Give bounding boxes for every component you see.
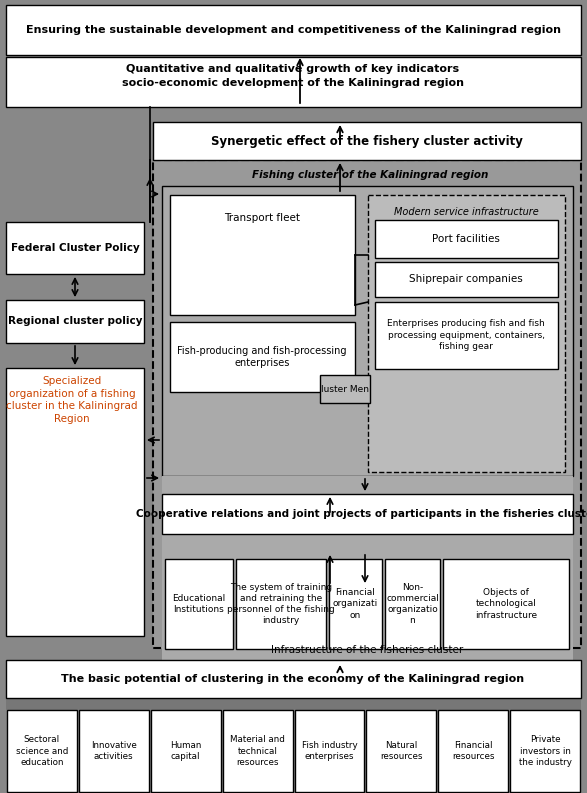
Bar <box>170 322 355 392</box>
Bar <box>438 710 508 792</box>
Bar <box>162 552 573 662</box>
Bar <box>443 559 569 649</box>
Bar <box>375 220 558 258</box>
Text: Ensuring the sustainable development and competitiveness of the Kaliningrad regi: Ensuring the sustainable development and… <box>25 25 561 35</box>
Bar <box>366 710 436 792</box>
Bar <box>6 107 581 122</box>
Text: Financial
resources: Financial resources <box>452 741 494 761</box>
Bar <box>236 559 326 649</box>
Bar <box>162 494 573 534</box>
Bar <box>162 534 573 552</box>
Bar <box>6 368 144 636</box>
Bar <box>222 710 292 792</box>
Bar <box>6 5 581 55</box>
Bar <box>510 710 580 792</box>
Text: Innovative
activities: Innovative activities <box>91 741 137 761</box>
Text: Federal Cluster Policy: Federal Cluster Policy <box>11 243 139 253</box>
Bar <box>153 122 581 160</box>
Bar <box>162 186 573 476</box>
Text: Synergetic effect of the fishery cluster activity: Synergetic effect of the fishery cluster… <box>211 135 523 147</box>
Bar <box>385 559 440 649</box>
Bar <box>151 710 221 792</box>
Text: Regional cluster policy: Regional cluster policy <box>8 316 142 326</box>
Bar <box>320 375 370 403</box>
Text: Human
capital: Human capital <box>170 741 201 761</box>
Text: Natural
resources: Natural resources <box>380 741 423 761</box>
Text: Fish industry
enterprises: Fish industry enterprises <box>302 741 357 761</box>
Bar <box>7 710 77 792</box>
Text: socio-economic development of the Kaliningrad region: socio-economic development of the Kalini… <box>122 78 464 88</box>
Bar <box>6 222 144 274</box>
Text: Private
investors in
the industry: Private investors in the industry <box>519 735 572 767</box>
Text: Transport fleet: Transport fleet <box>224 213 300 223</box>
Bar <box>375 262 558 297</box>
Text: Enterprises producing fish and fish
processing equipment, containers,
fishing ge: Enterprises producing fish and fish proc… <box>387 320 545 351</box>
Text: Financial
organizati
on: Financial organizati on <box>333 588 378 619</box>
Text: The basic potential of clustering in the economy of the Kaliningrad region: The basic potential of clustering in the… <box>62 674 525 684</box>
Text: Non-
commercial
organizatio
n: Non- commercial organizatio n <box>386 583 439 625</box>
Text: Cooperative relations and joint projects of participants in the fisheries cluste: Cooperative relations and joint projects… <box>136 509 587 519</box>
Text: The system of training
and retraining the
personnel of the fishing
industry: The system of training and retraining th… <box>227 583 335 625</box>
Text: Material and
technical
resources: Material and technical resources <box>230 735 285 767</box>
Bar <box>295 710 365 792</box>
Text: Shiprepair companies: Shiprepair companies <box>409 274 523 284</box>
Text: Fishing cluster of the Kaliningrad region: Fishing cluster of the Kaliningrad regio… <box>252 170 488 180</box>
Bar <box>170 195 355 315</box>
Bar <box>6 698 581 710</box>
Text: Fish-producing and fish-processing
enterprises: Fish-producing and fish-processing enter… <box>177 346 347 368</box>
Bar <box>6 57 581 107</box>
Bar <box>368 195 565 472</box>
Text: Infrastructure of the fisheries cluster: Infrastructure of the fisheries cluster <box>271 645 463 655</box>
Bar <box>329 559 382 649</box>
Bar <box>6 300 144 343</box>
Text: Quantitative and qualitative growth of key indicators: Quantitative and qualitative growth of k… <box>126 64 460 74</box>
Bar <box>375 302 558 369</box>
Text: Specialized
organization of a fishing
cluster in the Kaliningrad
Region: Specialized organization of a fishing cl… <box>6 377 138 423</box>
Text: Port facilities: Port facilities <box>432 234 500 244</box>
Bar <box>6 660 581 698</box>
Bar <box>79 710 149 792</box>
Text: Modern service infrastructure: Modern service infrastructure <box>394 207 538 217</box>
Text: Sectoral
science and
education: Sectoral science and education <box>16 735 68 767</box>
Text: Objects of
technological
infrastructure: Objects of technological infrastructure <box>475 588 537 619</box>
Bar <box>165 559 233 649</box>
Bar <box>162 476 573 494</box>
Text: luster Men: luster Men <box>321 385 369 393</box>
Text: Educational
Institutions: Educational Institutions <box>173 594 225 614</box>
Bar <box>153 160 581 648</box>
